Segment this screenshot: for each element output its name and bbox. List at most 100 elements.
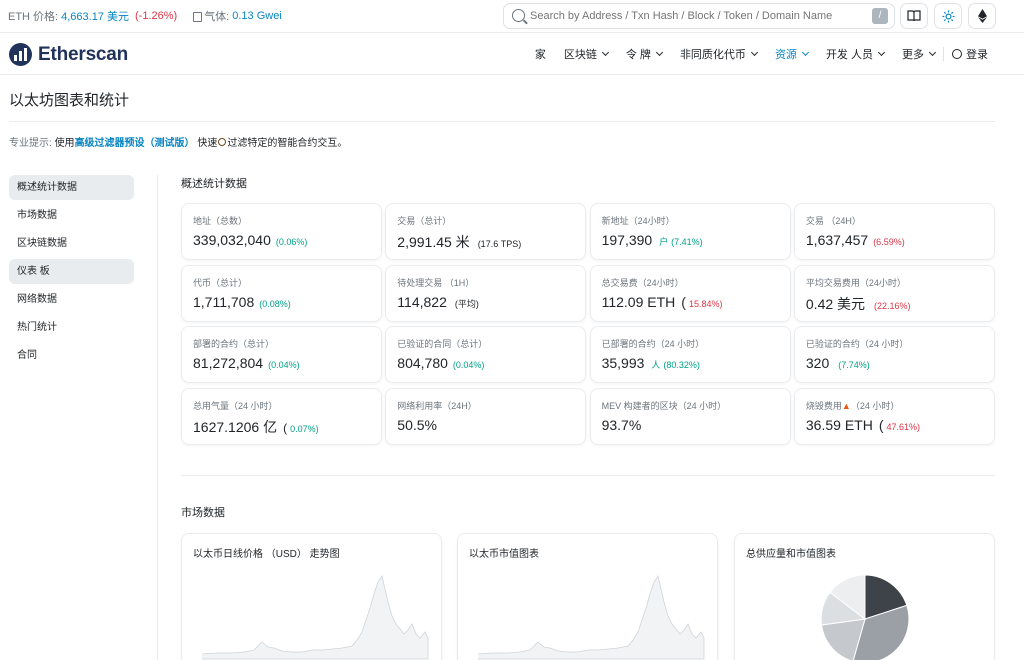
stat-change: (7.41%)	[671, 237, 703, 247]
stat-change: (0.06%)	[275, 237, 308, 247]
stat-change: (6.59%)	[873, 237, 905, 247]
stat-label: 已部署的合约（24 小时）	[601, 339, 705, 349]
nav-tokens[interactable]: 令 牌	[626, 46, 663, 62]
stat-value: 81,272,804	[193, 355, 264, 371]
stat-value: 36.59 ETH	[805, 416, 873, 433]
gas-label: 气体:	[204, 11, 230, 23]
network-selector-button[interactable]	[968, 3, 996, 29]
protip-label: 专业提示:	[9, 138, 52, 149]
ethereum-icon	[977, 9, 987, 23]
brand-name: Etherscan	[38, 43, 129, 65]
chevron-down-icon	[601, 48, 609, 57]
stat-card-pending-transactions[interactable]: 待处理交易 （1H） 114,822 (平均)	[385, 264, 587, 322]
stat-change: (22.16%)	[874, 300, 911, 311]
book-icon	[907, 10, 921, 22]
stat-value: 2,991.45 米	[397, 234, 470, 250]
nav-more-label: 更多	[902, 49, 924, 61]
nav-blockchain[interactable]: 区块链	[563, 46, 609, 62]
stat-card-burnt-fees[interactable]: 烧毁费用▲（24 小时） 36.59 ETH(47.61%)	[793, 387, 995, 445]
sun-icon	[941, 9, 955, 23]
divider	[181, 475, 995, 476]
nav-resources[interactable]: 资源	[774, 46, 809, 62]
stat-change: (0.04%)	[452, 360, 485, 370]
search-input[interactable]	[530, 7, 860, 25]
etherscan-logo-icon	[9, 43, 32, 66]
stat-card-deployed-contracts-24h[interactable]: 已部署的合约（24 小时） 35,993 人 (80.32%)	[589, 326, 791, 383]
nav-nfts-label: 非同质化代币	[679, 49, 746, 61]
protip-mid: 快速	[197, 138, 218, 149]
nav-divider	[943, 47, 944, 61]
stat-card-total-tokens[interactable]: 代币（总计） 1,711,708 (0.08%)	[181, 264, 382, 322]
stat-value: 35,993	[601, 355, 645, 371]
chart-title: 总供应量和市值图表	[746, 549, 836, 560]
stat-card-transactions-24h[interactable]: 交易 （24H） 1,637,457 (6.59%)	[793, 203, 995, 260]
stat-card-total-fees[interactable]: 总交易费（24小时） 112.09 ETH(15.84%)	[589, 264, 791, 322]
stat-label: 新地址（24小时）	[601, 216, 675, 226]
stat-card-verified-contracts-24h[interactable]: 已验证的合约（24 小时） 320 (7.74%)	[793, 326, 995, 383]
supply-pie-chart	[820, 574, 910, 660]
stat-card-avg-fee[interactable]: 平均交易费用（24小时） 0.42 美元 (22.16%)	[793, 264, 995, 322]
stat-change: (0.04%)	[268, 360, 300, 370]
user-icon	[952, 49, 962, 59]
stat-value: 804,780	[397, 355, 448, 371]
nav-login[interactable]: 登录	[952, 46, 988, 62]
sidebar-item-network[interactable]: 网络数据	[17, 294, 57, 305]
sidebar-item-market[interactable]: 市场数据	[17, 210, 57, 221]
sidebar-item-blockchain[interactable]: 区块链数据	[17, 238, 67, 249]
sidebar-item-overview[interactable]: 概述统计数据	[9, 175, 134, 200]
stat-label: 待处理交易 （1H）	[397, 277, 475, 288]
chart-card-eth-price[interactable]: 以太币日线价格 （USD） 走势图	[181, 533, 442, 660]
search-box[interactable]: /	[503, 3, 895, 29]
book-icon-button[interactable]	[900, 3, 928, 29]
stat-label: 已验证的合约（24 小时）	[805, 339, 909, 349]
nav-developers[interactable]: 开发 人员	[826, 46, 886, 62]
sidebar-item-contracts[interactable]: 合同	[17, 350, 37, 361]
advanced-filter-link[interactable]: 高级过滤器预设（测试版）	[74, 138, 195, 149]
stat-value: 1,711,708	[193, 293, 255, 310]
stat-value: 1,637,457	[805, 232, 869, 248]
gas-pump-icon	[193, 12, 203, 22]
nav-home[interactable]: 家	[535, 46, 546, 62]
chart-title: 以太币市值图表	[469, 549, 539, 560]
nav-blockchain-label: 区块链	[563, 49, 597, 61]
chart-card-eth-market-cap[interactable]: 以太币市值图表	[457, 533, 718, 660]
nav-nfts[interactable]: 非同质化代币	[679, 46, 758, 62]
stat-unit: 户	[659, 237, 669, 247]
stat-card-total-addresses[interactable]: 地址（总数） 339,032,040 (0.06%)	[181, 203, 382, 260]
stat-label: 烧毁费用	[805, 400, 842, 411]
chevron-down-icon	[655, 48, 663, 57]
top-bar: ETH 价格: 4,663.17 美元 (-1.26%) 气体: 0.13 Gw…	[0, 0, 1024, 33]
stat-card-gas-used[interactable]: 总用气量（24 小时） 1627.1206 亿(0.07%)	[181, 387, 382, 445]
page-title: 以太坊图表和统计	[9, 92, 130, 109]
gas-value[interactable]: 0.13 Gwei	[232, 10, 282, 22]
stat-card-verified-contracts[interactable]: 已验证的合同（总计） 804,780 (0.04%)	[385, 326, 587, 383]
stat-label: 地址（总数）	[193, 216, 248, 226]
sidebar-item-top-stats[interactable]: 热门统计	[17, 322, 57, 333]
stat-label: 已验证的合同（总计）	[397, 339, 488, 349]
etherscan-logo[interactable]: Etherscan	[9, 43, 128, 66]
stat-label: 总交易费（24小时）	[601, 277, 684, 288]
stat-card-network-utilization[interactable]: 网络利用率（24H） 50.5%	[385, 387, 587, 445]
search-shortcut-badge: /	[872, 8, 888, 24]
stat-change: (0.08%)	[259, 298, 291, 309]
nav-resources-label: 资源	[774, 49, 797, 61]
eth-price-value[interactable]: 4,663.17 美元	[61, 11, 129, 23]
stat-label: 代币（总计）	[193, 277, 248, 288]
stat-card-mev-blocks[interactable]: MEV 构建者的区块（24 小时） 93.7%	[589, 387, 791, 445]
stat-value: 93.7%	[601, 416, 642, 433]
theme-toggle-button[interactable]	[934, 3, 962, 29]
stat-value: 339,032,040	[193, 232, 271, 248]
pro-tip: 专业提示: 使用高级过滤器预设（测试版） 快速 过滤特定的智能合约交互。	[9, 134, 347, 149]
stat-value: 114,822	[397, 293, 447, 310]
stat-change: (80.32%)	[663, 360, 700, 370]
stat-card-deployed-contracts[interactable]: 部署的合约（总计） 81,272,804 (0.04%)	[181, 326, 382, 383]
stat-label: MEV 构建者的区块（24 小时）	[601, 400, 727, 411]
stat-card-total-transactions[interactable]: 交易（总计） 2,991.45 米 (17.6 TPS)	[385, 203, 587, 260]
stat-label: 总用气量（24 小时）	[193, 400, 278, 411]
stat-card-new-addresses[interactable]: 新地址（24小时） 197,390 户 (7.41%)	[589, 203, 791, 260]
stat-value: 0.42 美元	[805, 295, 866, 312]
chart-card-supply-market-cap[interactable]: 总供应量和市值图表	[734, 533, 995, 660]
sidebar-item-dashboard[interactable]: 仪表 板	[9, 259, 134, 284]
nav-more[interactable]: 更多	[902, 46, 937, 62]
sidebar: 概述统计数据 市场数据 区块链数据 仪表 板 网络数据 热门统计 合同	[9, 175, 134, 371]
